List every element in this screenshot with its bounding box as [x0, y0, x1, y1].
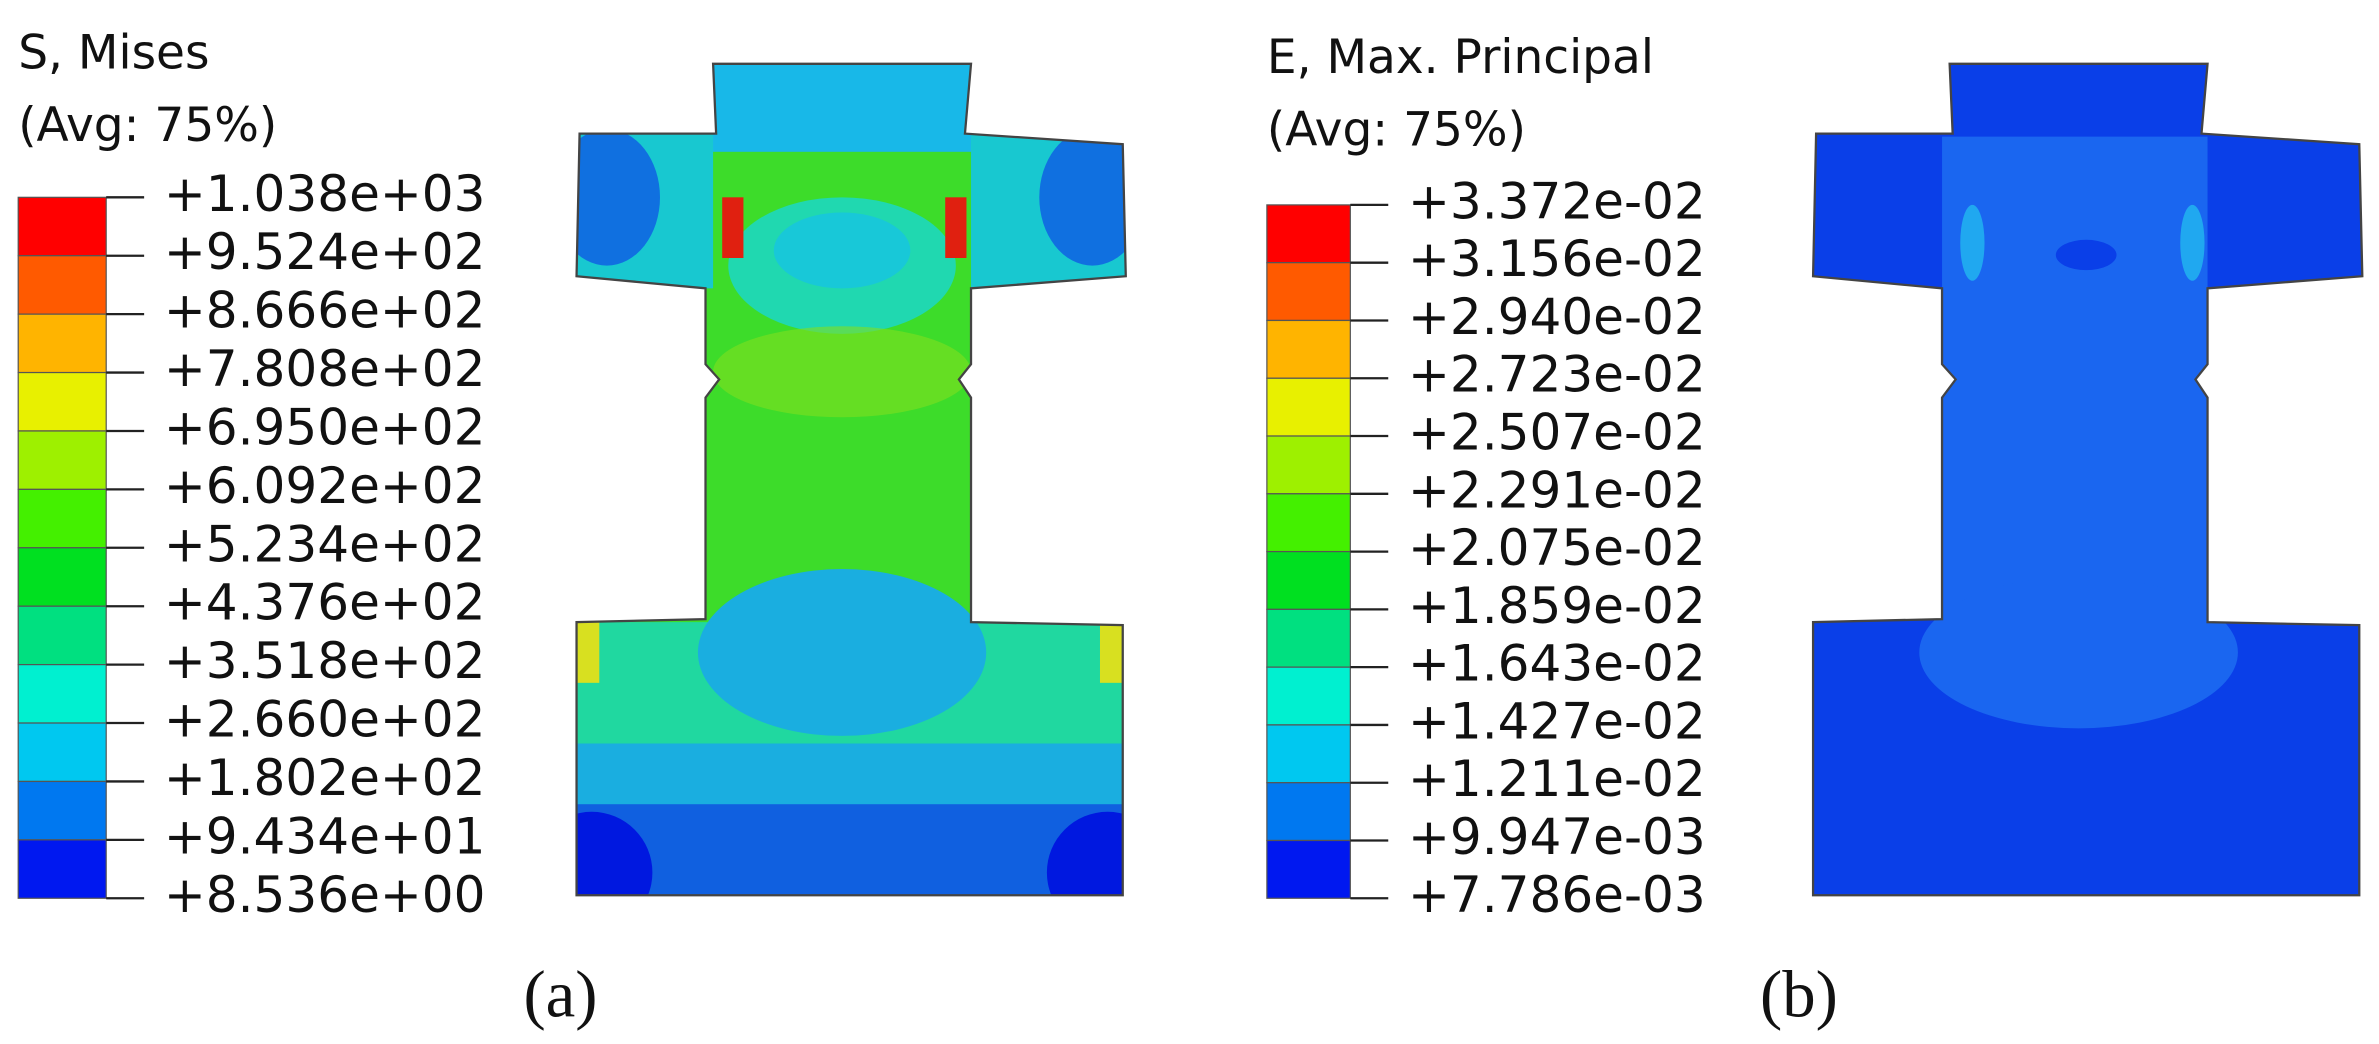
legend-label: +5.234e+02: [164, 515, 486, 573]
legend: +1.038e+03+9.524e+02+8.666e+02+7.808e+02…: [17, 165, 486, 924]
legend-band: [17, 196, 107, 257]
legend-label: +8.536e+00: [164, 866, 486, 924]
legend-subtitle: (Avg: 75%): [1267, 103, 1526, 158]
caption: (a): [523, 959, 597, 1032]
legend-band: [1266, 550, 1351, 610]
legend-band: [1266, 319, 1351, 379]
legend-band: [17, 722, 107, 783]
legend-label: +2.075e-02: [1408, 519, 1706, 577]
legend-band: [1266, 262, 1351, 322]
legend-band: [17, 664, 107, 724]
legend-label: +7.786e-03: [1408, 866, 1706, 924]
legend-label: +7.808e+02: [164, 340, 486, 398]
legend-band: [17, 371, 107, 432]
legend-band: [1266, 377, 1351, 437]
legend-title: S, Mises: [18, 25, 209, 80]
legend-band: [17, 430, 107, 490]
legend-band: [17, 488, 107, 549]
legend-label: +6.950e+02: [164, 398, 486, 456]
legend-label: +2.291e-02: [1408, 461, 1706, 519]
legend-label: +3.518e+02: [164, 632, 486, 690]
legend-label: +1.211e-02: [1408, 750, 1706, 808]
caption: (b): [1760, 959, 1838, 1032]
legend-label: +1.802e+02: [164, 749, 486, 807]
legend-band: [1266, 608, 1351, 668]
legend-band: [17, 255, 107, 315]
legend-title: E, Max. Principal: [1267, 30, 1654, 85]
contour-plot: [576, 63, 1126, 896]
legend-label: +2.723e-02: [1408, 346, 1706, 404]
legend-band: [17, 605, 107, 666]
legend-label: +1.038e+03: [164, 165, 486, 223]
legend-band: [1266, 204, 1351, 264]
legend-band: [1266, 435, 1351, 495]
legend-band: [17, 839, 107, 899]
legend-label: +1.643e-02: [1408, 635, 1706, 693]
legend-label: +2.507e-02: [1408, 404, 1706, 462]
legend-label: +9.947e-03: [1408, 808, 1706, 866]
legend-label: +9.434e+01: [164, 807, 486, 865]
legend-label: +2.660e+02: [164, 691, 486, 749]
legend-band: [1266, 839, 1351, 899]
legend-band: [1266, 782, 1351, 842]
contour-plot: [1813, 63, 2363, 896]
legend-band: [17, 313, 107, 374]
legend-label: +3.372e-02: [1408, 172, 1706, 230]
legend: +3.372e-02+3.156e-02+2.940e-02+2.723e-02…: [1266, 172, 1706, 924]
legend-band: [17, 780, 107, 841]
legend-label: +8.666e+02: [164, 282, 486, 340]
legend-label: +4.376e+02: [164, 574, 486, 632]
legend-label: +9.524e+02: [164, 223, 486, 281]
legend-label: +1.859e-02: [1408, 577, 1706, 635]
legend-subtitle: (Avg: 75%): [18, 98, 277, 153]
legend-label: +1.427e-02: [1408, 692, 1706, 750]
legend-band: [1266, 724, 1351, 784]
legend-band: [17, 547, 107, 607]
legend-label: +6.092e+02: [164, 457, 486, 515]
legend-label: +3.156e-02: [1408, 230, 1706, 288]
legend-band: [1266, 666, 1351, 726]
legend-band: [1266, 493, 1351, 553]
legend-label: +2.940e-02: [1408, 288, 1706, 346]
